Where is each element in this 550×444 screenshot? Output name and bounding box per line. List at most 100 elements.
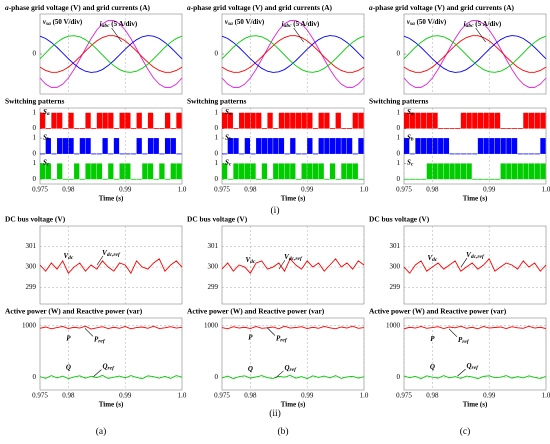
switch-pulse bbox=[57, 163, 63, 180]
y-tick-label: 0 bbox=[397, 175, 401, 183]
switch-pulse bbox=[102, 138, 108, 154]
switch-pulse bbox=[460, 163, 467, 180]
switch-pulse bbox=[295, 178, 302, 180]
annotation: Qref bbox=[284, 364, 297, 374]
switch-pulse bbox=[307, 163, 313, 180]
switch-pulse bbox=[318, 163, 324, 180]
panel-title: a-phase grid voltage (V) and grid curren… bbox=[187, 3, 333, 12]
y-tick-label: 0 bbox=[215, 50, 219, 58]
x-axis-label: Time (s) bbox=[463, 195, 488, 203]
switch-pulse bbox=[119, 153, 125, 155]
switch-pulse bbox=[40, 163, 46, 180]
switch-pulse bbox=[426, 138, 432, 154]
switch-pulse bbox=[358, 112, 364, 129]
switch-pulse bbox=[352, 153, 358, 155]
x-axis-label: Time (s) bbox=[99, 195, 124, 203]
switch-pulse bbox=[125, 153, 131, 155]
x-axis-label: Time (s) bbox=[281, 195, 306, 203]
switch-pulse bbox=[455, 128, 461, 129]
series-label: Sa bbox=[225, 108, 232, 118]
y-tick-label: 301 bbox=[26, 242, 37, 250]
switch-pulse bbox=[438, 138, 444, 154]
switch-pulse bbox=[108, 163, 114, 180]
y-tick-label: 0 bbox=[397, 124, 401, 132]
switch-pulse bbox=[40, 112, 46, 129]
switch-pulse bbox=[472, 178, 478, 180]
panel-title: Active power (W) and Reactive power (var… bbox=[187, 307, 325, 316]
switch-pulse bbox=[250, 112, 256, 129]
panel-title: Switching patterns bbox=[369, 97, 428, 106]
x-tick-label: 0.975 bbox=[32, 392, 48, 400]
annotation: Pref bbox=[276, 334, 288, 344]
y-tick-label: 0 bbox=[33, 373, 37, 381]
y-tick-label: 300 bbox=[390, 263, 401, 271]
switch-pulse bbox=[267, 138, 273, 154]
x-tick-label: 1.0 bbox=[542, 186, 550, 194]
switch-pulse bbox=[261, 163, 268, 180]
series-line bbox=[39, 35, 183, 73]
switch-pulse bbox=[358, 138, 364, 154]
y-tick-label: 1000 bbox=[22, 321, 37, 329]
y-tick-label: 301 bbox=[208, 242, 219, 250]
switch-pulse bbox=[329, 163, 336, 180]
annotation: P bbox=[66, 334, 71, 342]
x-tick-label: 0.975 bbox=[214, 392, 230, 400]
switch-pulse bbox=[404, 112, 410, 129]
switch-pulse bbox=[278, 163, 285, 180]
switch-pulse bbox=[119, 163, 125, 180]
switch-pulse bbox=[443, 138, 450, 154]
y-tick-label: 0 bbox=[215, 150, 219, 158]
x-tick-label: 0.975 bbox=[214, 186, 230, 194]
switch-pulse bbox=[244, 138, 250, 154]
switch-pulse bbox=[85, 112, 91, 129]
y-tick-label: 300 bbox=[208, 263, 219, 271]
switch-pulse bbox=[472, 153, 478, 155]
arrow bbox=[278, 259, 286, 270]
switch-pulse bbox=[534, 153, 540, 155]
y-tick-label: 1000 bbox=[204, 321, 219, 329]
switch-pulse bbox=[324, 112, 330, 129]
panel-title: a-phase grid voltage (V) and grid curren… bbox=[5, 3, 151, 12]
series-line bbox=[403, 20, 547, 88]
switch-pulse bbox=[415, 112, 421, 129]
series-line bbox=[221, 20, 365, 88]
column-label: (c) bbox=[460, 426, 471, 437]
switch-pulse bbox=[312, 153, 319, 155]
switch-pulse bbox=[227, 178, 233, 180]
y-tick-label: 1 bbox=[397, 159, 401, 167]
switch-pulse bbox=[409, 178, 415, 180]
switch-pulse bbox=[68, 178, 74, 180]
annotation: iabc (5 A/div) bbox=[100, 20, 138, 30]
switch-pulse bbox=[74, 128, 80, 129]
x-tick-label: 0.99 bbox=[119, 186, 132, 194]
switch-pulse bbox=[284, 163, 290, 180]
arrow bbox=[93, 369, 102, 377]
y-tick-label: 0 bbox=[33, 150, 37, 158]
switch-pulse bbox=[528, 112, 535, 129]
series-label: Sc bbox=[407, 158, 414, 168]
switch-pulse bbox=[102, 178, 108, 180]
y-tick-label: 1 bbox=[33, 108, 37, 116]
switch-pulse bbox=[415, 178, 421, 180]
panel-title: Active power (W) and Reactive power (var… bbox=[369, 307, 507, 316]
annotation: Vdc bbox=[245, 256, 255, 266]
switch-pulse bbox=[421, 112, 427, 129]
switch-pulse bbox=[62, 178, 68, 180]
switch-pulse bbox=[256, 112, 262, 129]
switch-pulse bbox=[57, 112, 63, 129]
column-label: (b) bbox=[277, 426, 288, 437]
panel-title: Switching patterns bbox=[187, 97, 246, 106]
series-line bbox=[403, 35, 547, 73]
switch-pulse bbox=[517, 163, 523, 180]
switch-pulse bbox=[85, 163, 91, 180]
y-tick-label: 0 bbox=[33, 50, 37, 58]
y-tick-label: 1 bbox=[33, 134, 37, 142]
switch-pulse bbox=[307, 138, 313, 154]
switch-pulse bbox=[68, 138, 74, 154]
switch-pulse bbox=[176, 112, 182, 129]
y-tick-label: 1 bbox=[397, 134, 401, 142]
series-line bbox=[221, 35, 365, 73]
switch-pulse bbox=[142, 163, 148, 180]
switch-pulse bbox=[517, 128, 523, 129]
